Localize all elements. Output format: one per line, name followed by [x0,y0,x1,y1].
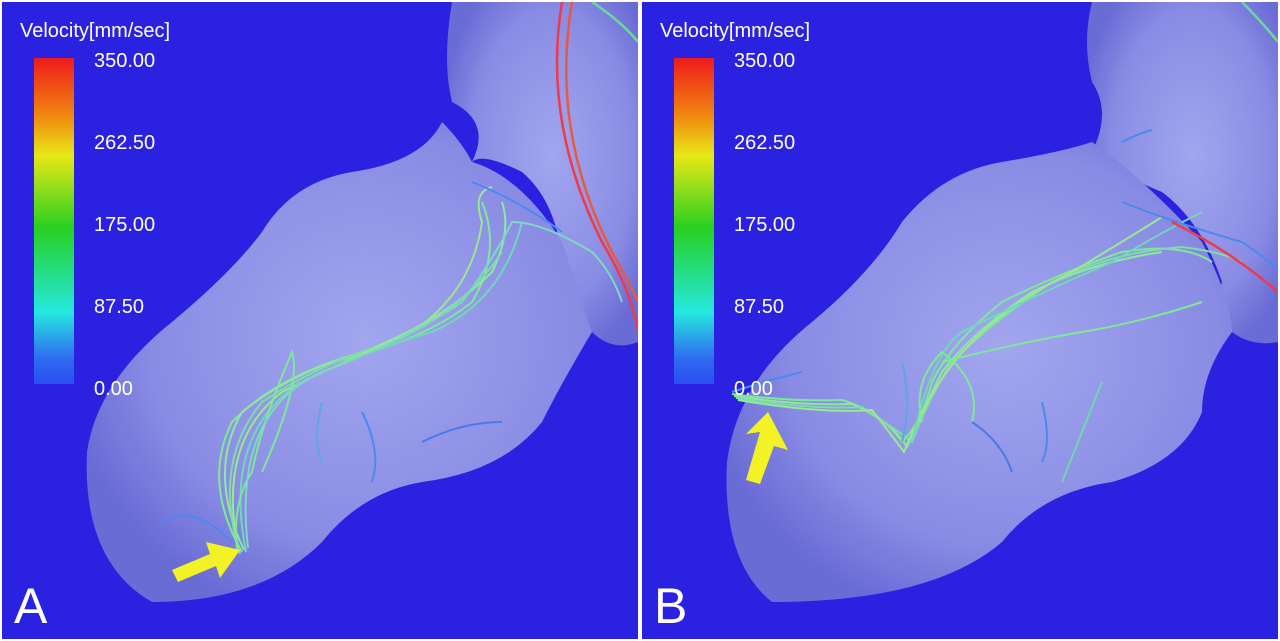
fast-streamlines-b [1171,2,1278,293]
tick-label: 175.00 [734,214,796,236]
arrow-icon [746,412,788,484]
fast-streamlines-a [555,2,638,333]
vessel-render-b [726,2,1278,602]
vessel-sac [726,142,1232,602]
vessel-render-a [86,2,638,602]
tick-label: 175.00 [94,214,156,236]
tick-label: 262.50 [734,132,796,154]
tick-label: 87.50 [734,296,785,318]
legend-title: Velocity[mm/sec] [660,20,811,42]
panel-label: A [14,578,48,634]
vessel-sac [86,122,593,602]
tick-label: 0.00 [734,378,773,400]
tick-label: 0.00 [94,378,133,400]
streamlines-b [731,129,1278,483]
tick-label: 350.00 [94,50,156,72]
arrow-icon [172,542,240,582]
color-scale-bar [674,58,714,384]
streamlines-a [161,181,623,555]
panel-a: Velocity[mm/sec] 350.00 262.50 175.00 87… [2,2,638,639]
tick-label: 262.50 [94,132,156,154]
tick-label: 350.00 [734,50,796,72]
color-scale-bar [34,58,74,384]
panel-b: Velocity[mm/sec] 350.00 262.50 175.00 87… [642,2,1278,639]
tick-label: 87.50 [94,296,145,318]
panel-label: B [654,578,688,634]
legend-title: Velocity[mm/sec] [20,20,171,42]
vessel-surface [447,2,638,346]
